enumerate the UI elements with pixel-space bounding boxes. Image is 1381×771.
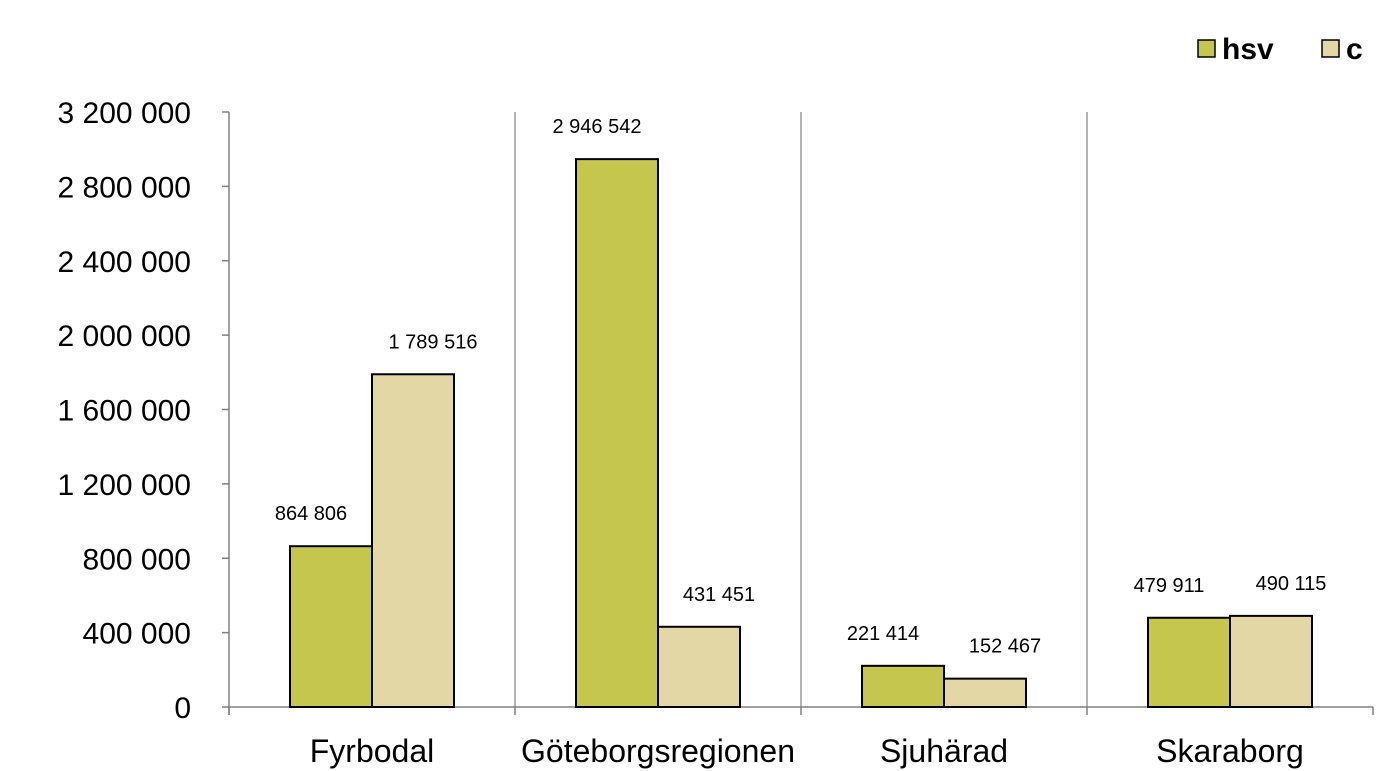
bar-hsv-1 (575, 158, 659, 709)
data-label-hsv-2: 221 414 (847, 623, 919, 645)
bar-c-3 (1229, 614, 1313, 709)
legend-label-c: c (1346, 33, 1363, 66)
bar-c-1 (657, 625, 741, 709)
bars (289, 158, 1313, 709)
bar-hsv-3 (1147, 616, 1231, 708)
y-tick-label: 2 800 000 (58, 171, 191, 204)
legend-swatch-hsv (1197, 39, 1216, 58)
data-label-hsv-1: 2 946 542 (553, 116, 642, 138)
y-tick-label: 1 600 000 (58, 395, 191, 428)
y-tick-label: 2 000 000 (58, 320, 191, 353)
bar-c-0 (371, 373, 455, 708)
y-tick-label: 400 000 (83, 618, 191, 651)
data-label-c-1: 431 451 (683, 584, 755, 606)
legend-label-hsv: hsv (1222, 33, 1274, 66)
y-tick-label: 0 (174, 692, 191, 725)
bar-c-2 (943, 677, 1027, 709)
bar-hsv-0 (289, 545, 373, 708)
data-label-c-0: 1 789 516 (389, 331, 478, 353)
category-labels: Fyrbodal Göteborgsregionen Sjuhärad Skarabo… (310, 733, 1304, 769)
axes: 0 400 000 800 000 1 200 000 1 600 000 2 000 0… (58, 97, 1374, 725)
y-tick-label: 2 400 000 (58, 246, 191, 279)
category-label: Göteborgsregionen (521, 733, 795, 769)
category-separators (514, 112, 1088, 707)
legend: hsv c (1197, 33, 1363, 66)
y-tick-label: 800 000 (83, 543, 191, 576)
data-labels: 864 806 1 789 516 2 946 542 431 451 221 414 1… (275, 116, 1327, 658)
y-tick-label: 1 200 000 (58, 469, 191, 502)
data-label-hsv-0: 864 806 (275, 503, 347, 525)
data-label-c-3: 490 115 (1256, 573, 1327, 595)
bar-hsv-2 (861, 664, 945, 708)
category-label: Skaraborg (1156, 733, 1304, 769)
data-label-c-2: 152 467 (969, 636, 1041, 658)
legend-swatch-c (1321, 39, 1340, 58)
category-label: Fyrbodal (310, 733, 435, 769)
data-label-hsv-3: 479 911 (1134, 575, 1205, 597)
category-label: Sjuhärad (880, 733, 1008, 769)
y-tick-label: 3 200 000 (58, 97, 191, 130)
